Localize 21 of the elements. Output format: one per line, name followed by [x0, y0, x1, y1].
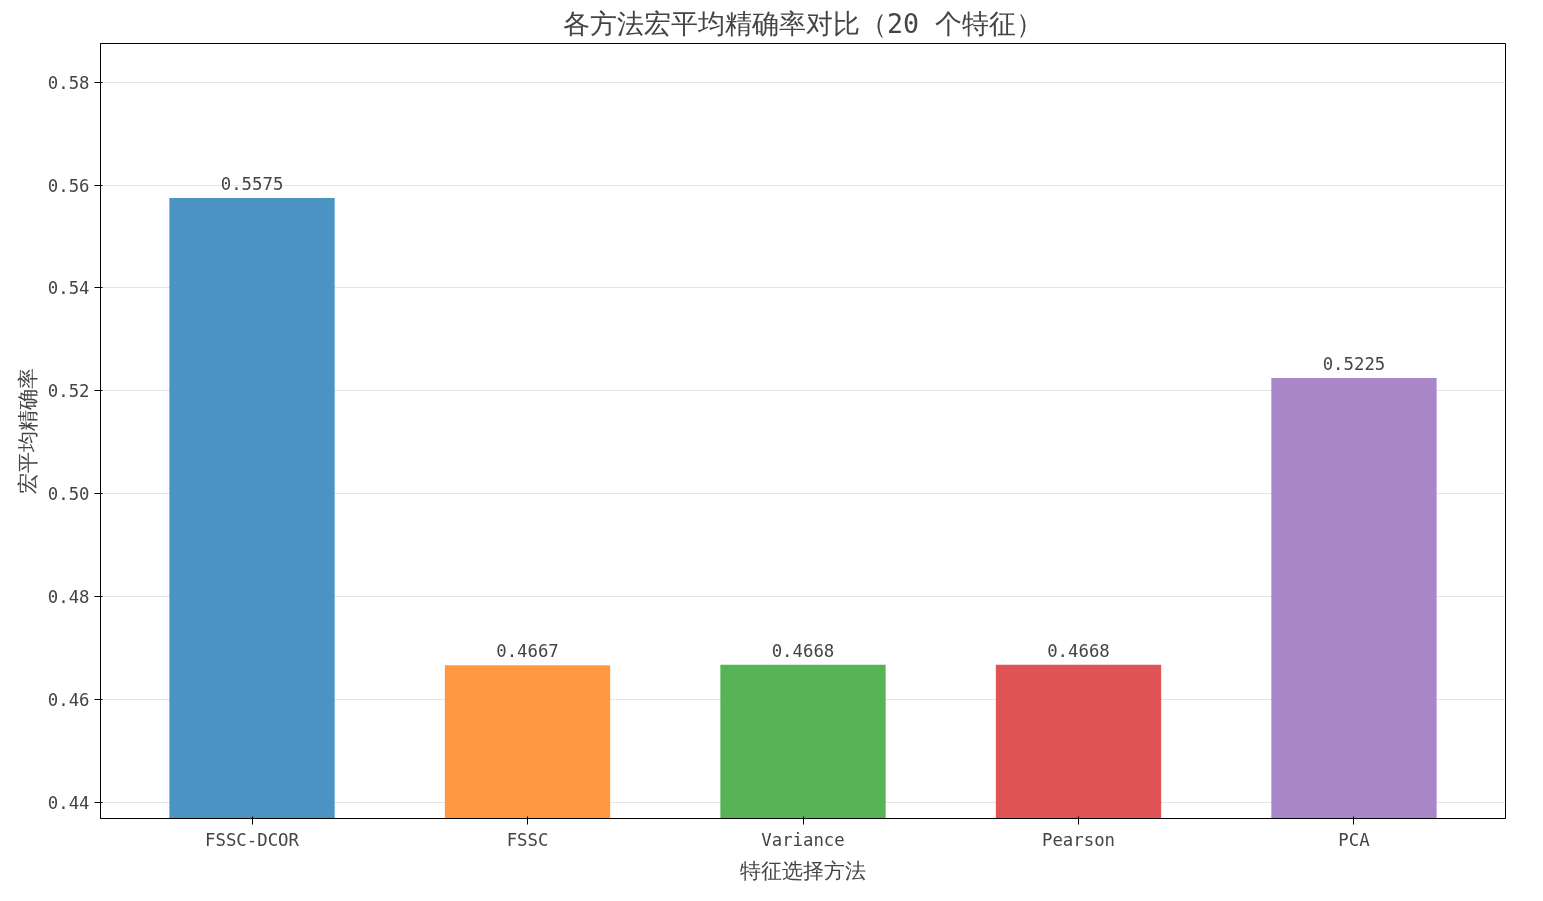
- data-label: 0.4668: [771, 640, 835, 661]
- x-tick-label: PCA: [1338, 829, 1371, 850]
- data-label: 0.4667: [496, 641, 559, 662]
- y-axis-title: 宏平均精确率: [14, 368, 40, 494]
- y-tick-label: 0.58: [47, 72, 90, 93]
- data-label: 0.5225: [1322, 354, 1386, 374]
- y-tick-label: 0.54: [47, 278, 90, 299]
- x-tick-label: Variance: [761, 829, 845, 850]
- data-label: 0.4668: [1047, 640, 1110, 661]
- chart-title: 各方法宏平均精确率对比（20 个特征）: [562, 7, 1044, 39]
- data-label: 0.5575: [220, 173, 284, 194]
- x-tick-label: Pearson: [1041, 829, 1116, 850]
- y-tick-label: 0.46: [47, 690, 90, 711]
- x-tick-label: FSSC: [506, 829, 549, 850]
- y-tick-label: 0.44: [47, 793, 90, 814]
- x-axis-title: 特征选择方法: [740, 857, 866, 883]
- y-tick-label: 0.56: [47, 175, 90, 196]
- y-tick-label: 0.50: [47, 484, 90, 505]
- y-tick-label: 0.48: [47, 587, 90, 608]
- x-tick-label: FSSC-DCOR: [205, 829, 300, 850]
- y-tick-label: 0.52: [47, 381, 90, 402]
